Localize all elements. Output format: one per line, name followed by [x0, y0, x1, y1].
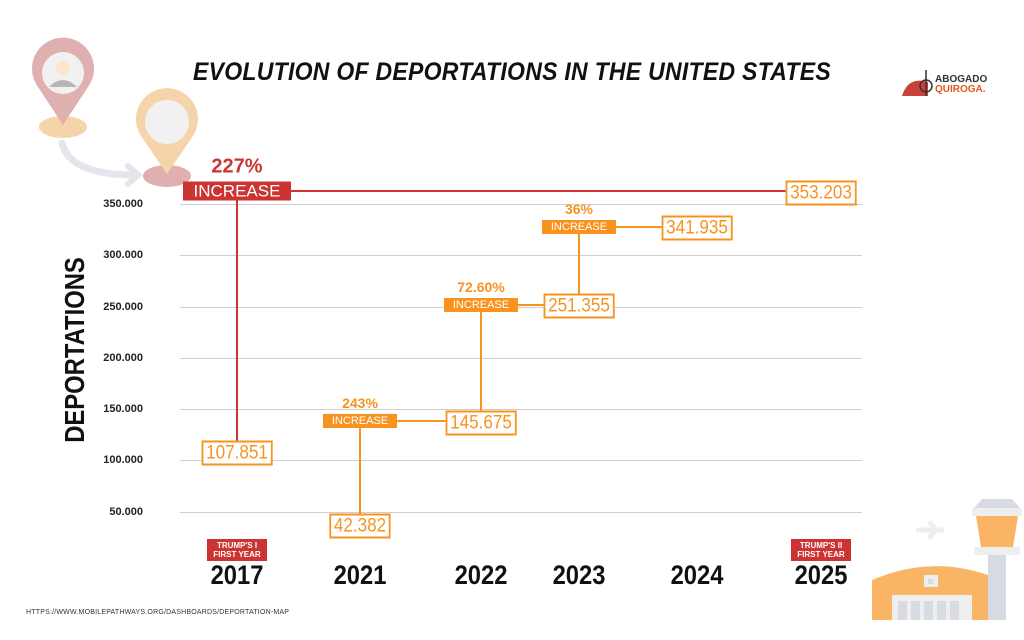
value-label-2023: 251.355 [543, 293, 615, 319]
x-tick-year-2021: 2021 [333, 560, 387, 590]
connector-vertical [236, 191, 238, 453]
x-tick-year-2017: 2017 [210, 560, 264, 590]
y-tick-label: 250.000 [103, 300, 143, 313]
increase-bar-2021-2022: INCREASE [323, 414, 397, 428]
connector-vertical [578, 227, 580, 306]
value-label-2024: 341.935 [661, 215, 733, 241]
logo-text-quiroga: QUIROGA. [935, 84, 986, 95]
connector-horizontal [481, 304, 579, 306]
connector-vertical [480, 305, 482, 423]
y-tick-label: 50.000 [109, 505, 143, 518]
gridline [180, 357, 862, 359]
increase-percent-2017-2025: 227% [211, 155, 263, 178]
y-tick-label: 350.000 [103, 197, 143, 210]
source-url: HTTPS://WWW.MOBILEPATHWAYS.ORG/DASHBOARD… [26, 609, 290, 616]
x-tick-year-2025: 2025 [794, 560, 848, 590]
increase-bar-2023-2024: INCREASE [542, 220, 616, 234]
y-tick-label: 200.000 [103, 351, 143, 364]
abogado-quiroga-logo-icon [902, 70, 933, 96]
term-badge-2025: TRUMP'S II FIRST YEAR [791, 539, 851, 561]
connector-vertical [359, 421, 361, 526]
gridline [180, 255, 862, 257]
gridline [180, 511, 862, 513]
x-tick-year-2024: 2024 [670, 560, 724, 590]
connector-horizontal [360, 420, 481, 422]
badge-line: FIRST YEAR [213, 550, 261, 559]
term-badge-2017: TRUMP'S I FIRST YEAR [207, 539, 267, 561]
logo-text-abogado: ABOGADO [935, 74, 988, 85]
airport-illustration [872, 499, 1022, 620]
x-tick-year-2023: 2023 [552, 560, 606, 590]
gridline [180, 306, 862, 308]
relocation-pins-illustration [31, 37, 198, 187]
badge-line: TRUMP'S I [216, 541, 258, 550]
y-tick-label: 300.000 [103, 249, 143, 262]
control-tower-icon [988, 555, 1006, 620]
value-label-2025: 353.203 [785, 180, 857, 206]
airplane-icon [915, 520, 945, 540]
value-label-2017: 107.851 [201, 440, 273, 466]
gridline [180, 203, 862, 205]
y-tick-label: 100.000 [103, 454, 143, 467]
increase-bar-2017-2025: INCREASE [183, 181, 291, 201]
value-label-2021: 42.382 [329, 513, 391, 539]
increase-percent-2022-2023: 72.60% [457, 279, 505, 295]
increase-percent-2021-2022: 243% [342, 395, 378, 411]
gridline [180, 460, 862, 462]
x-tick-year-2022: 2022 [454, 560, 508, 590]
gridline [180, 409, 862, 411]
chart-title: EVOLUTION OF DEPORTATIONS IN THE UNITED … [193, 58, 831, 86]
badge-line: FIRST YEAR [797, 550, 845, 559]
increase-bar-2022-2023: INCREASE [444, 298, 518, 312]
increase-percent-2023-2024: 36% [564, 201, 594, 217]
arrow-icon [58, 139, 139, 179]
connector-horizontal [579, 226, 697, 228]
connector-horizontal [237, 190, 821, 192]
y-tick-label: 150.000 [103, 403, 143, 416]
badge-line: TRUMP'S II [799, 541, 843, 550]
value-label-2022: 145.675 [445, 410, 517, 436]
